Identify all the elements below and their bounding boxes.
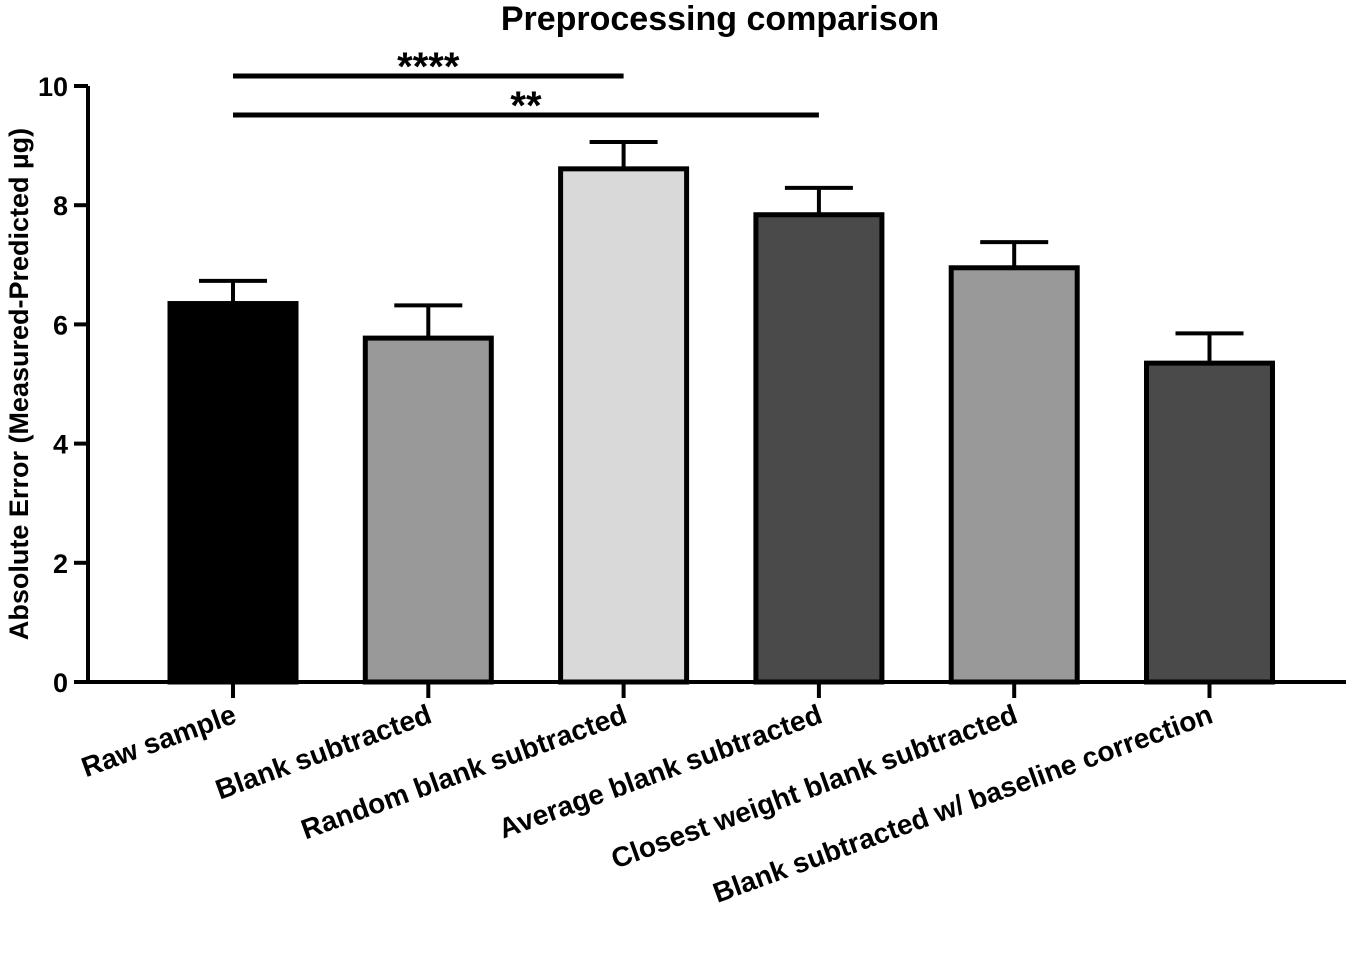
significance-label: **	[510, 84, 542, 128]
y-tick-label: 0	[53, 668, 68, 698]
chart-title: Preprocessing comparison	[501, 0, 939, 38]
y-tick-label: 6	[53, 310, 68, 340]
bar	[753, 212, 885, 685]
bar	[362, 335, 494, 685]
y-axis-label: Absolute Error (Measured-Predicted µg)	[4, 128, 34, 640]
y-tick-label: 2	[53, 549, 68, 579]
x-tick-label: Average blank subtracted	[495, 699, 826, 845]
bar	[558, 166, 690, 685]
bar	[1144, 360, 1275, 685]
bar	[167, 301, 299, 685]
x-tick-label: Raw sample	[77, 699, 240, 783]
y-tick-label: 8	[53, 191, 68, 221]
y-tick-label: 10	[38, 72, 68, 102]
y-tick-label: 4	[53, 430, 68, 460]
bar	[948, 265, 1080, 685]
significance-label: ****	[397, 45, 460, 89]
x-tick-label: Random blank subtracted	[297, 699, 631, 846]
